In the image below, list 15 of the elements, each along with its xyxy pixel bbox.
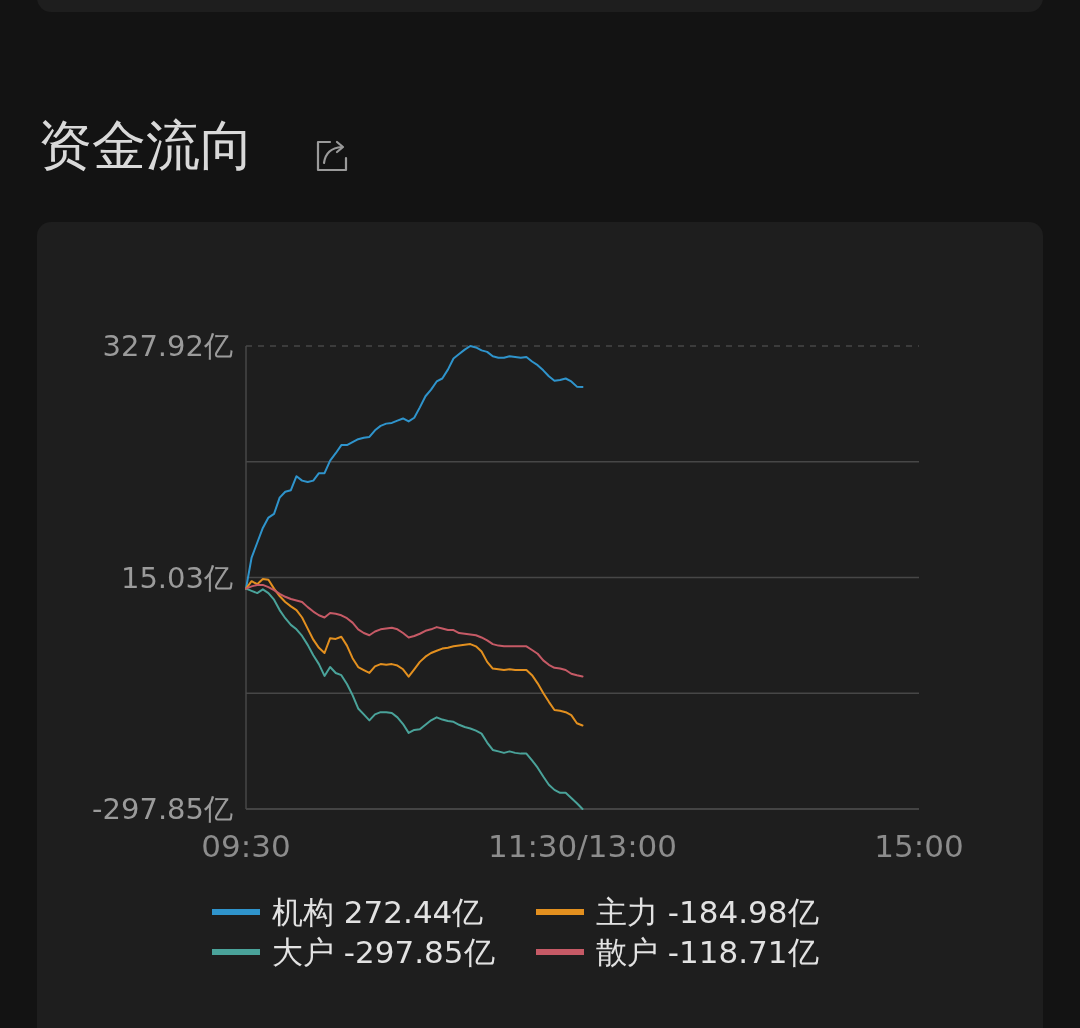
y-tick-label: 15.03亿: [120, 560, 233, 595]
y-tick-label: -297.85亿: [92, 792, 233, 826]
line-series: [245, 587, 584, 810]
legend-label: 机构 272.44亿: [272, 894, 484, 930]
x-tick-label: 09:30: [201, 828, 291, 864]
legend-label: 主力 -184.98亿: [596, 894, 819, 930]
x-tick-label: 15:00: [874, 828, 964, 864]
y-tick-label: 327.92亿: [102, 329, 233, 363]
x-tick-label: 11:30/13:00: [487, 828, 678, 864]
legend-label: 散户 -118.71亿: [596, 934, 819, 970]
line-series: [245, 583, 584, 678]
line-series: [245, 345, 584, 590]
line-series: [245, 578, 584, 727]
legend-label: 大户 -297.85亿: [272, 934, 495, 970]
chart-title: 资金流向: [38, 113, 254, 177]
